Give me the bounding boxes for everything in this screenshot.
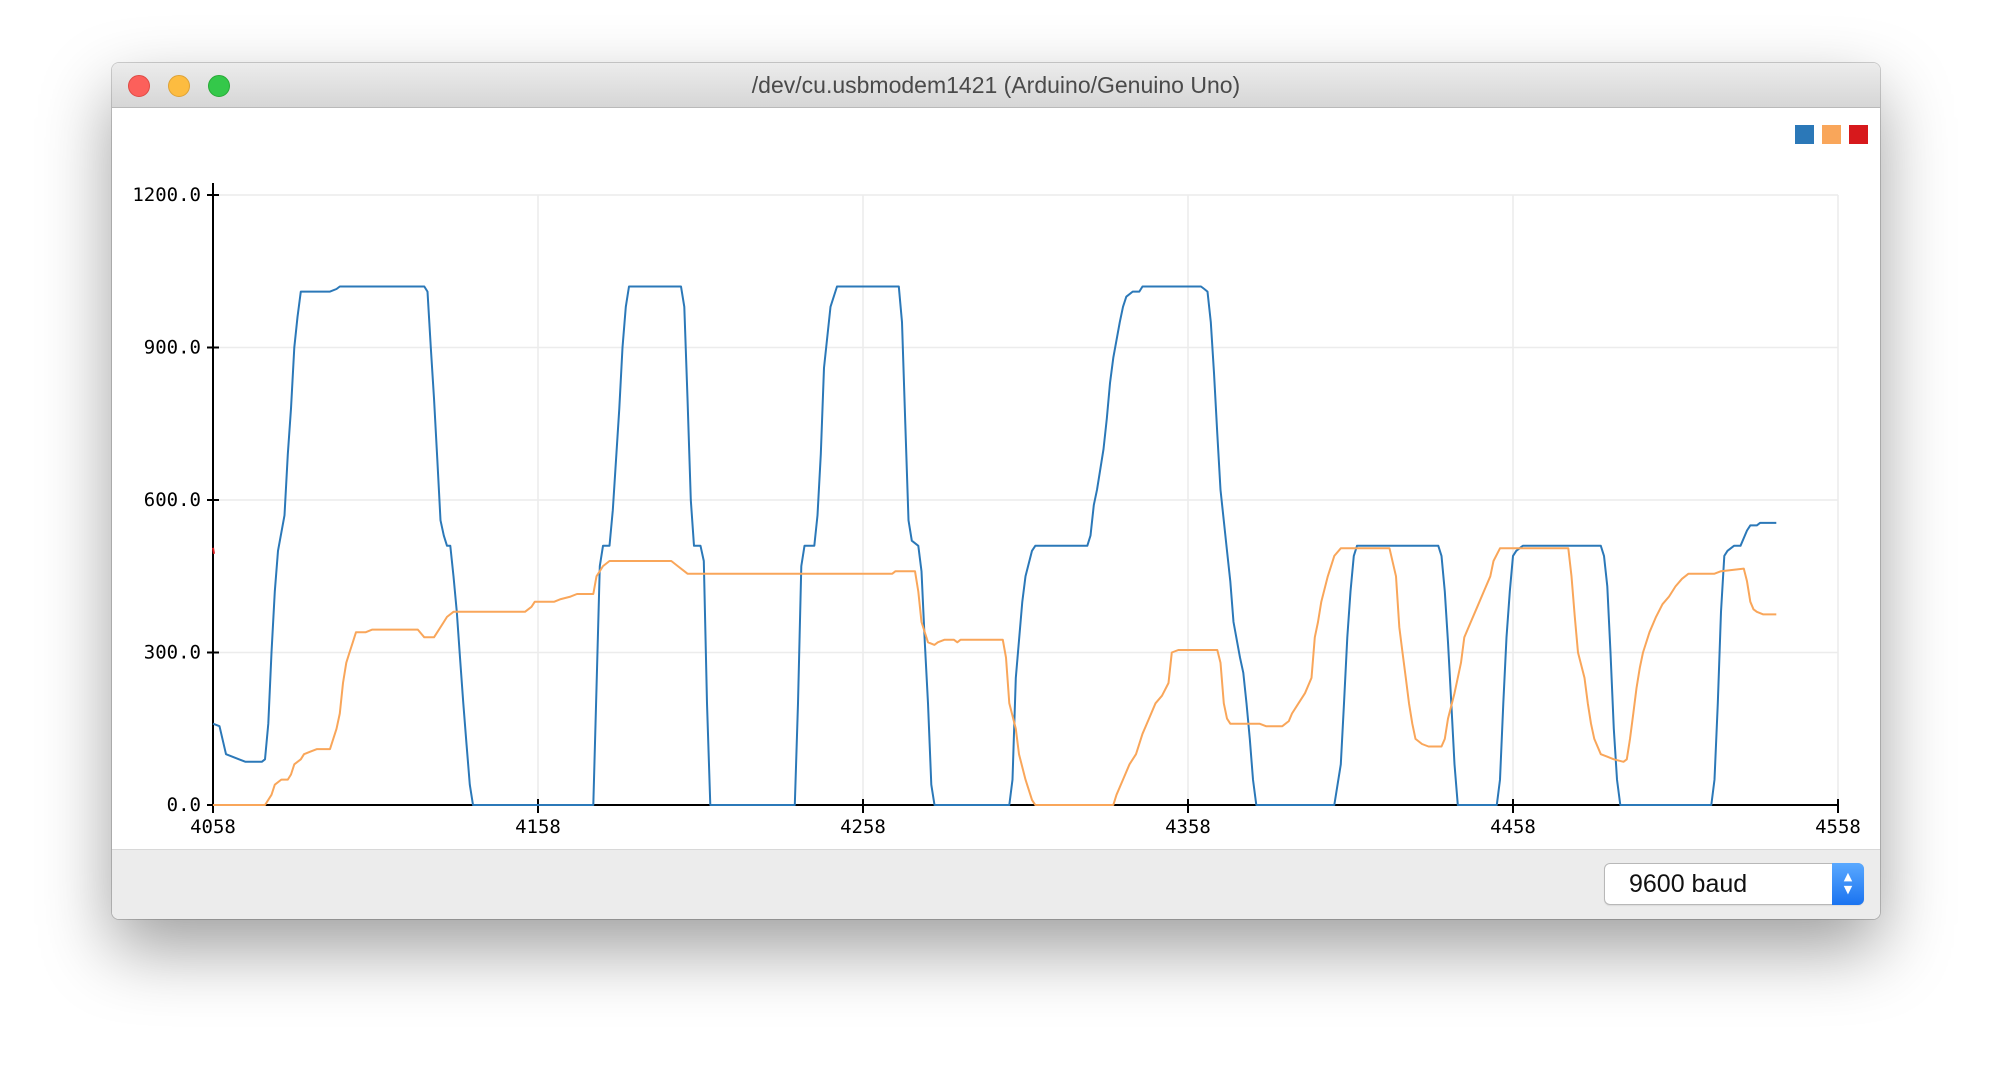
y-tick-label: 900.0	[144, 337, 201, 359]
plotter-window: /dev/cu.usbmodem1421 (Arduino/Genuino Un…	[112, 63, 1880, 919]
y-tick-label: 0.0	[167, 794, 201, 816]
legend-swatch-3	[1849, 125, 1868, 144]
x-tick-label: 4058	[190, 816, 236, 838]
y-tick-label: 300.0	[144, 642, 201, 664]
baud-rate-select[interactable]: 9600 baud ▲ ▼	[1604, 863, 1864, 905]
series-2-line	[213, 547, 1777, 806]
plot-area: 0.0 300.0 600.0 900.0 1200.0 4058 4158 4258 4358…	[112, 108, 1880, 849]
legend-swatch-2	[1822, 125, 1841, 144]
x-tick-label: 4258	[840, 816, 886, 838]
series-3-marker	[212, 547, 215, 554]
minimize-button[interactable]	[168, 75, 190, 97]
x-tick-label: 4458	[1490, 816, 1536, 838]
zoom-button[interactable]	[208, 75, 230, 97]
bottom-toolbar: 9600 baud ▲ ▼	[112, 849, 1880, 919]
chevron-up-down-icon[interactable]: ▲ ▼	[1832, 863, 1864, 905]
baud-rate-value: 9600 baud	[1629, 870, 1748, 898]
y-tick-label: 1200.0	[132, 184, 201, 206]
title-bar: /dev/cu.usbmodem1421 (Arduino/Genuino Un…	[112, 63, 1880, 108]
close-button[interactable]	[128, 75, 150, 97]
legend-swatch-1	[1795, 125, 1814, 144]
x-tick-label: 4558	[1815, 816, 1861, 838]
x-tick-label: 4358	[1165, 816, 1211, 838]
y-tick-label: 600.0	[144, 489, 201, 511]
serial-plot-chart: 0.0 300.0 600.0 900.0 1200.0 4058 4158 4258 4358…	[132, 125, 1868, 838]
x-tick-label: 4158	[515, 816, 561, 838]
window-title: /dev/cu.usbmodem1421 (Arduino/Genuino Un…	[751, 72, 1241, 98]
series-1-line	[212, 285, 1777, 806]
